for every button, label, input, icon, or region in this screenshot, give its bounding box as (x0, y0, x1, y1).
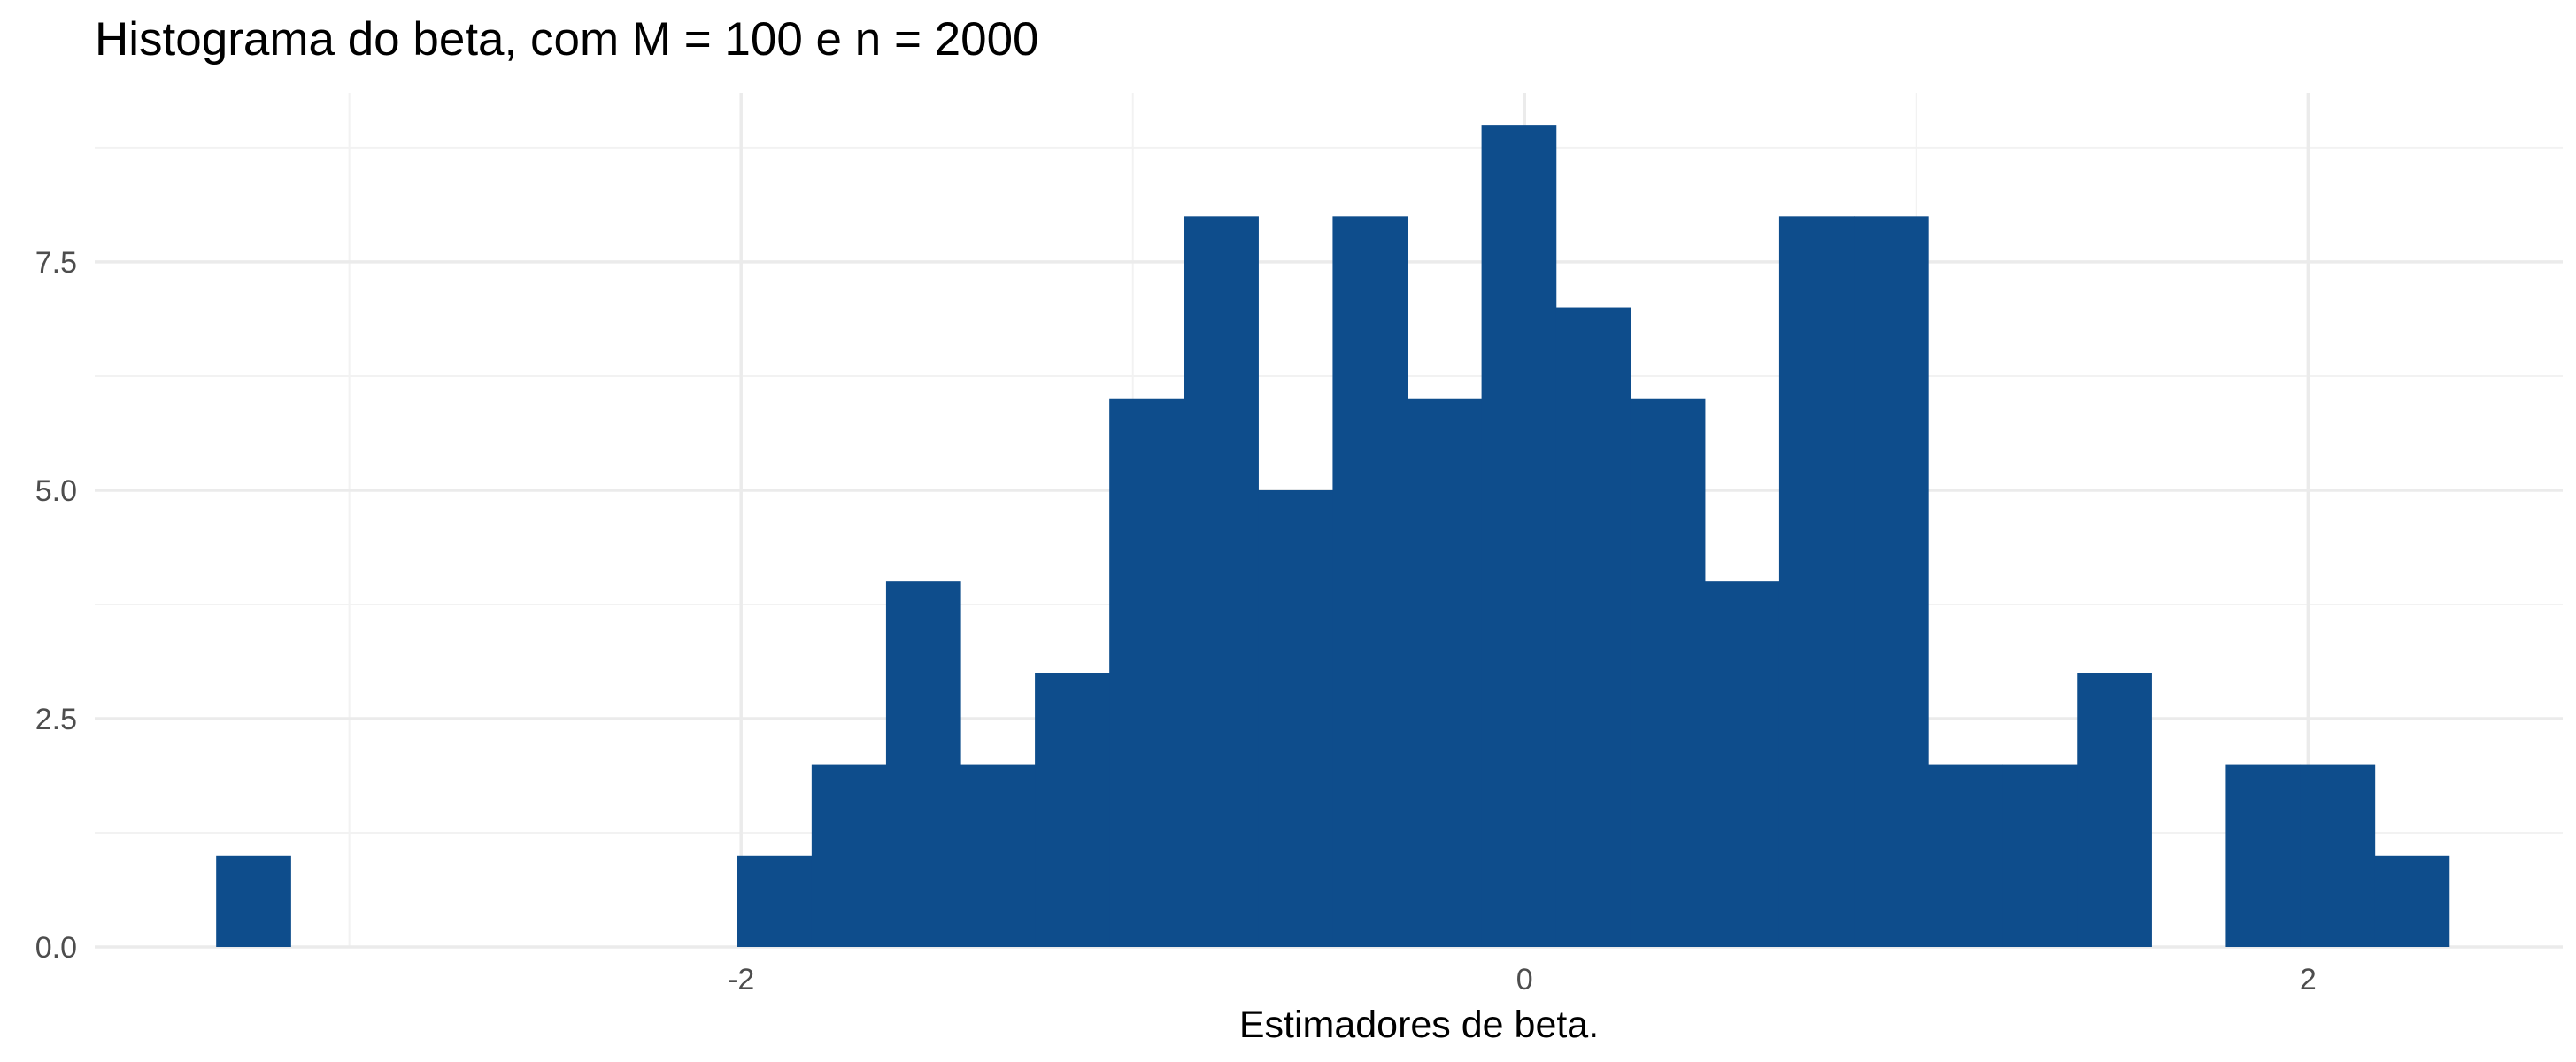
histogram-bar (737, 855, 813, 947)
histogram-bar (885, 581, 961, 947)
histogram-bar (2002, 764, 2078, 947)
histogram-bar (811, 764, 887, 947)
histogram-bar (1854, 216, 1929, 948)
y-tick-label: 5.0 (35, 474, 77, 508)
histogram-bar (216, 855, 291, 947)
histogram-bar (960, 764, 1036, 947)
histogram-bar (1258, 489, 1334, 947)
histogram-bar (2300, 764, 2376, 947)
histogram-bar (1332, 216, 1408, 948)
y-axis-tick-labels: 0.0 2.5 5.0 7.5 (35, 246, 77, 965)
x-axis-tick-labels: -2 0 2 (728, 963, 2317, 997)
histogram-bars (216, 125, 2450, 948)
histogram-bar (1555, 307, 1631, 947)
x-tick-label: -2 (728, 963, 754, 997)
histogram-bar (1481, 125, 1557, 948)
y-tick-label: 0.0 (35, 931, 77, 965)
histogram-bar (2225, 764, 2302, 947)
histogram-bar (1630, 398, 1706, 947)
x-tick-label: 0 (1516, 963, 1533, 997)
x-tick-label: 2 (2300, 963, 2317, 997)
y-tick-label: 2.5 (35, 703, 77, 736)
histogram-bar (1407, 398, 1483, 947)
histogram-bar (2077, 673, 2152, 947)
histogram-bar (1109, 398, 1184, 947)
x-axis-label: Estimadores de beta. (1239, 1004, 1599, 1046)
histogram-bar (2374, 855, 2450, 947)
histogram-bar (1778, 216, 1855, 948)
histogram-bar (1704, 581, 1780, 947)
histogram-bar (1184, 216, 1259, 948)
chart-title: Histograma do beta, com M = 100 e n = 20… (95, 13, 1039, 65)
histogram-bar (1928, 764, 2003, 947)
histogram-bar (1035, 673, 1110, 947)
y-tick-label: 7.5 (35, 246, 77, 280)
